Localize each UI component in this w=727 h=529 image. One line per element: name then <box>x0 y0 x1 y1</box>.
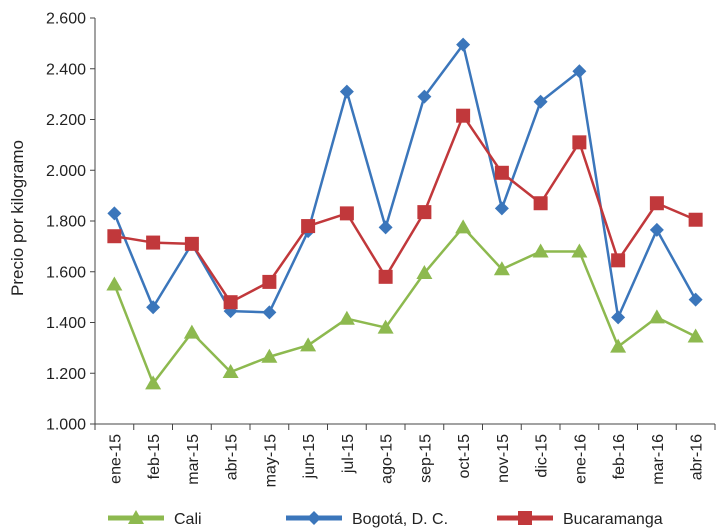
x-tick-label: may-15 <box>262 434 279 487</box>
axes: 1.000 1.200 1.400 1.600 1.800 2.000 2.200 2.400… <box>46 11 716 487</box>
data-point <box>146 300 161 315</box>
y-tick-label: 2.600 <box>46 11 86 28</box>
data-point <box>301 219 316 234</box>
x-tick-label: ene-16 <box>572 434 589 484</box>
data-point <box>417 205 432 220</box>
x-tick-label: mar-15 <box>185 434 202 485</box>
data-point <box>611 310 626 325</box>
data-point <box>649 196 664 211</box>
legend-marker <box>307 511 321 525</box>
data-point <box>688 212 703 227</box>
legend-item: Cali <box>108 510 202 528</box>
legend-label: Bogotá, D. C. <box>352 511 448 528</box>
x-tick-label: sep-15 <box>417 434 434 483</box>
x-tick-label: ene-15 <box>107 434 124 484</box>
legend: Cali Bogotá, D. C. Bucaramanga <box>108 510 663 528</box>
y-tick-label: 1.600 <box>46 264 86 281</box>
data-point <box>377 319 394 334</box>
y-tick-label: 1.400 <box>46 315 86 332</box>
series-layer <box>106 37 704 390</box>
data-point <box>107 229 122 244</box>
data-point <box>261 348 278 363</box>
series-line <box>113 226 697 385</box>
series-line <box>114 114 697 304</box>
data-point <box>146 235 161 250</box>
data-point <box>184 236 199 251</box>
data-point <box>222 363 239 378</box>
series-0 <box>106 219 704 390</box>
data-point <box>338 310 355 325</box>
data-point <box>456 37 471 52</box>
data-point <box>533 196 548 211</box>
data-point <box>339 84 354 99</box>
x-tick-label: feb-16 <box>611 434 628 479</box>
data-point <box>572 135 587 150</box>
y-tick-label: 1.800 <box>46 214 86 231</box>
legend-item: Bogotá, D. C. <box>286 511 448 528</box>
data-point <box>339 206 354 221</box>
data-point <box>183 324 200 339</box>
data-point <box>262 274 277 289</box>
data-point <box>494 165 509 180</box>
y-tick-label: 1.000 <box>46 417 86 434</box>
data-point <box>571 243 588 258</box>
x-tick-label: feb-15 <box>146 434 163 479</box>
y-tick-label: 2.200 <box>46 112 86 129</box>
x-tick-label: abr-15 <box>224 434 241 480</box>
data-point <box>610 338 627 353</box>
data-point <box>649 222 664 237</box>
legend-label: Bucaramanga <box>563 511 663 528</box>
data-point <box>611 253 626 268</box>
x-tick-label: oct-15 <box>456 434 473 479</box>
data-point <box>688 292 703 307</box>
data-point <box>493 261 510 276</box>
data-point <box>223 295 238 310</box>
x-tick-label: ago-15 <box>379 434 396 484</box>
data-point <box>648 309 665 324</box>
x-tick-label: jul-15 <box>340 434 357 474</box>
data-point <box>145 375 162 390</box>
data-point <box>417 89 432 104</box>
data-point <box>494 201 509 216</box>
data-point <box>532 243 549 258</box>
series-1 <box>107 37 703 325</box>
x-tick-label: jun-15 <box>301 434 318 480</box>
series-2 <box>107 108 703 310</box>
data-point <box>262 305 277 320</box>
y-tick-label: 2.000 <box>46 163 86 180</box>
data-point <box>572 64 587 79</box>
data-point <box>378 220 393 235</box>
data-point <box>687 328 704 343</box>
legend-label: Cali <box>174 511 202 528</box>
x-tick-label: abr-16 <box>689 434 706 480</box>
legend-item: Bucaramanga <box>497 511 663 528</box>
series-line <box>113 43 697 319</box>
data-point <box>107 206 122 221</box>
data-point <box>300 337 317 352</box>
data-point <box>378 269 393 284</box>
data-point <box>456 108 471 123</box>
data-point <box>533 94 548 109</box>
data-point <box>455 219 472 234</box>
y-tick-label: 1.200 <box>46 366 86 383</box>
x-tick-label: nov-15 <box>495 434 512 483</box>
x-tick-label: mar-16 <box>650 434 667 485</box>
x-tick-label: dic-15 <box>534 434 551 478</box>
legend-marker <box>128 510 144 524</box>
data-point <box>106 276 123 291</box>
y-axis-title: Precio por kilogramo <box>8 140 27 296</box>
y-tick-label: 2.400 <box>46 61 86 78</box>
data-point <box>416 265 433 280</box>
legend-marker <box>518 511 532 525</box>
